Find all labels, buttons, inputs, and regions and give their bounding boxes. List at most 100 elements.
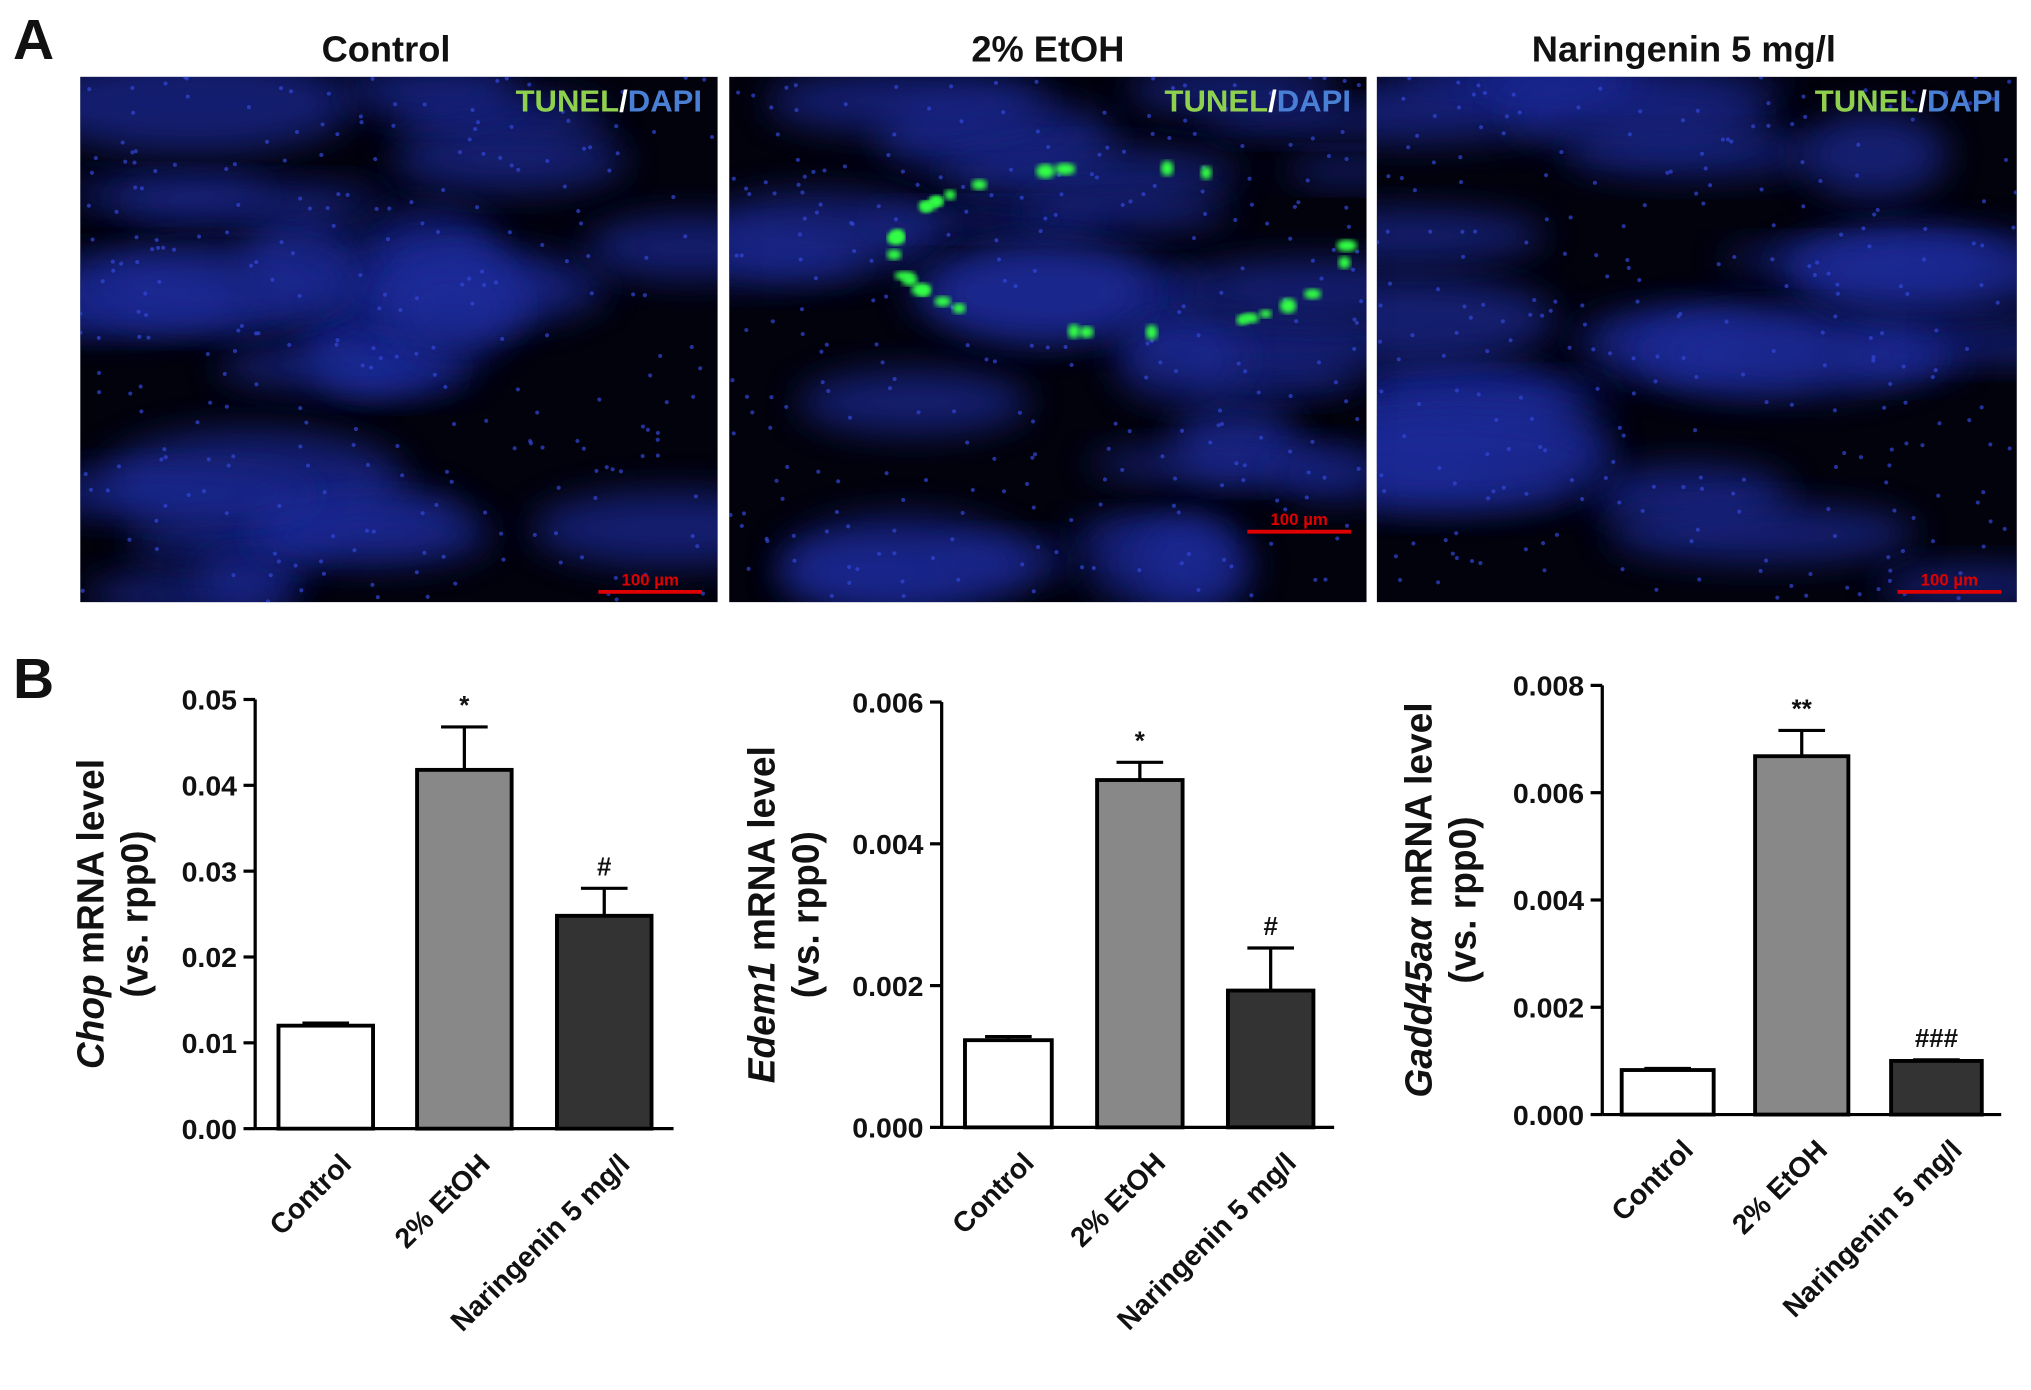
nucleus (1889, 447, 1894, 452)
y-axis-label-gene: Gadd45aα (1397, 916, 1439, 1098)
nucleus (1716, 262, 1721, 267)
nucleus (325, 205, 330, 211)
nucleus (1158, 360, 1163, 365)
nucleus (785, 464, 790, 470)
nucleus (709, 135, 715, 140)
nucleus (1046, 145, 1051, 150)
nucleus (887, 386, 893, 391)
nucleus (1186, 551, 1191, 557)
nucleus (231, 573, 236, 578)
scale-bar-label: 100 µm (1270, 510, 1327, 529)
nucleus (689, 345, 694, 350)
nucleus (1979, 283, 1984, 288)
nucleus (1456, 80, 1461, 85)
nucleus (1242, 463, 1247, 468)
nucleus (231, 454, 236, 459)
nucleus (1063, 344, 1068, 350)
nucleus (1478, 125, 1484, 130)
stain-label: TUNEL/DAPI (1165, 84, 1351, 119)
nucleus (855, 567, 860, 572)
nucleus (540, 445, 545, 450)
significance-label: ** (1792, 696, 1812, 724)
tissue-band (80, 470, 317, 517)
nucleus (134, 235, 139, 240)
nucleus (1979, 405, 1984, 410)
nucleus (1269, 541, 1274, 546)
nucleus (655, 453, 660, 458)
nucleus (1106, 446, 1111, 451)
nucleus (1653, 379, 1658, 384)
nucleus (1454, 531, 1459, 536)
significance-label: * (459, 692, 469, 720)
nucleus (1701, 201, 1706, 206)
nucleus (1308, 76, 1313, 80)
nucleus (1468, 315, 1473, 320)
nucleus (1594, 253, 1599, 258)
nucleus (294, 129, 300, 134)
nucleus (1406, 145, 1411, 150)
nucleus (1344, 523, 1350, 528)
tunel-cell (952, 303, 966, 314)
nucleus (184, 76, 189, 81)
nucleus (414, 296, 419, 301)
nucleus (847, 580, 852, 585)
tissue-band (197, 552, 303, 603)
nucleus (287, 342, 292, 347)
nucleus (1694, 374, 1699, 379)
nucleus (1699, 486, 1705, 491)
nucleus (154, 237, 159, 243)
y-axis-label-line2: (vs. rpp0) (1441, 816, 1483, 983)
nucleus (470, 107, 475, 112)
bar (1225, 988, 1316, 1130)
nucleus (432, 372, 437, 377)
nucleus (690, 534, 695, 539)
nucleus (1316, 360, 1322, 365)
y-tick-label: 0.02 (182, 942, 237, 974)
nucleus (150, 247, 155, 252)
y-tick-label: 0.004 (852, 829, 924, 861)
tissue-band (798, 370, 1030, 434)
nucleus (1861, 226, 1866, 231)
tunel-cell (1054, 163, 1076, 175)
x-tick-label: 2% EtOH (1064, 1147, 1172, 1254)
nucleus (1822, 363, 1827, 368)
nucleus (1625, 257, 1630, 263)
tunel-cell (1145, 324, 1158, 340)
nucleus (139, 186, 144, 191)
nucleus (1887, 463, 1892, 468)
nucleus (116, 464, 121, 469)
nucleus (884, 471, 889, 476)
nucleus (276, 559, 281, 564)
nucleus (1379, 473, 1384, 478)
nucleus (1200, 189, 1205, 194)
nucleus (318, 559, 324, 564)
nucleus (1638, 109, 1643, 114)
nucleus (886, 152, 891, 158)
nucleus (1759, 187, 1764, 192)
nucleus (1121, 149, 1127, 154)
y-axis-label-line2: (vs. rpp0) (784, 831, 826, 998)
image-title: Control (322, 29, 451, 70)
nucleus (1232, 83, 1237, 88)
stain-separator: / (1918, 84, 1927, 119)
nucleus (1803, 114, 1808, 119)
nucleus (800, 190, 805, 195)
y-tick-label: 0.000 (852, 1113, 923, 1145)
nucleus (1094, 175, 1099, 180)
nucleus (852, 249, 857, 254)
nucleus (1344, 156, 1349, 162)
stain-stain-1: TUNEL (516, 84, 620, 119)
nucleus (597, 397, 602, 402)
nucleus (1219, 421, 1225, 427)
nucleus (1407, 76, 1412, 81)
nucleus (1833, 314, 1838, 319)
nucleus (1385, 229, 1390, 234)
tissue-band (778, 515, 1031, 603)
nucleus (1532, 297, 1537, 303)
nucleus (133, 149, 138, 154)
nucleus (1910, 117, 1915, 122)
nucleus (1196, 587, 1201, 593)
nucleus (1344, 399, 1349, 404)
nucleus (769, 105, 774, 110)
nucleus (1476, 83, 1481, 88)
